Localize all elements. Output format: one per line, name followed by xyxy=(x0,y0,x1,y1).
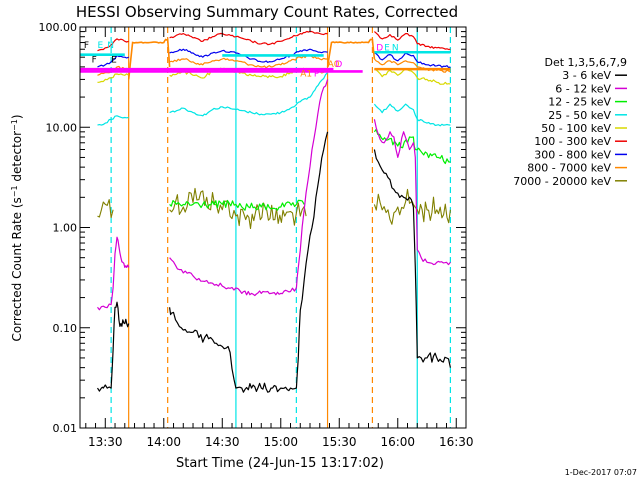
legend-label-800-7000-kev: 800 - 7000 keV xyxy=(527,162,611,175)
legend-label-3-6-kev: 3 - 6 keV xyxy=(562,69,611,82)
flag-label-2: E xyxy=(97,41,103,51)
chart-title: HESSI Observing Summary Count Rates, Cor… xyxy=(76,3,458,21)
series-line-3-6-kev-1 xyxy=(96,301,130,392)
series-line-25-50-kev-1 xyxy=(97,115,129,126)
legend-label-25-50-kev: 25 - 50 keV xyxy=(548,109,611,122)
x-axis-label: Start Time (24-Jun-15 13:17:02) xyxy=(176,456,384,471)
date-stamp: 1-Dec-2017 07:07 xyxy=(565,468,637,477)
legend-label-6-12-kev: 6 - 12 keV xyxy=(555,82,611,95)
legend-label-300-800-kev: 300 - 800 keV xyxy=(534,148,611,161)
series-6-12-kev xyxy=(97,79,451,311)
flag-label-9: D xyxy=(335,60,342,70)
series-line-50-100-kev-1 xyxy=(97,73,130,83)
series-line-7000-20000-kev-1 xyxy=(97,199,114,219)
series-line-3-6-kev-3 xyxy=(373,149,451,368)
y-axis-label-unit: detector xyxy=(10,131,24,186)
y-axis-label-exp: −1 xyxy=(10,185,19,197)
series-line-50-100-kev-3 xyxy=(374,68,451,85)
flag-label-1: F xyxy=(84,41,89,51)
series-line-100-300-kev-1 xyxy=(97,38,129,52)
y-axis-label-main: Corrected Count Rate (s xyxy=(10,197,24,341)
series-line-7000-20000-kev-2 xyxy=(169,187,307,230)
legend-title: Det 1,3,5,6,7,9 xyxy=(544,56,627,69)
series-line-300-800-kev-2 xyxy=(169,48,328,63)
series-3-6-kev xyxy=(96,131,451,393)
flag-label-6: A1 xyxy=(300,70,312,80)
y-tick-label-5: 100.00 xyxy=(39,21,78,34)
flag-label-8: A0 xyxy=(328,60,340,70)
series-line-12-25-kev-1 xyxy=(169,199,305,211)
flag-label-10: D xyxy=(376,44,383,54)
flag-label-5: E xyxy=(111,56,117,66)
series-100-300-kev xyxy=(97,30,451,52)
series-7000-20000-kev xyxy=(97,187,451,230)
x-tick-label-2: 14:00 xyxy=(146,435,181,449)
series-line-25-50-kev-2 xyxy=(169,72,329,117)
y-tick-label-4: 10.00 xyxy=(46,121,78,134)
y-tick-label-3: 1.00 xyxy=(53,222,78,235)
y-axis-label-exp2: −1 xyxy=(10,119,19,131)
x-tick-label-1: 13:30 xyxy=(88,435,123,449)
y-axis-label-close: ) xyxy=(10,114,24,119)
series-25-50-kev xyxy=(97,72,451,127)
series-line-7000-20000-kev-3 xyxy=(373,188,451,225)
legend-label-12-25-kev: 12 - 25 keV xyxy=(548,96,611,109)
series-line-3-6-kev-2 xyxy=(169,131,329,393)
flag-label-12: N xyxy=(392,44,399,54)
flag-label-7: P xyxy=(314,70,320,80)
attenuator-curve-2 xyxy=(326,38,376,68)
series-line-25-50-kev-3 xyxy=(373,103,451,127)
legend-label-100-300-kev: 100 - 300 keV xyxy=(534,135,611,148)
x-tick-label-6: 16:00 xyxy=(380,435,415,449)
series-line-300-800-kev-1 xyxy=(97,54,129,68)
x-tick-label-7: 16:30 xyxy=(439,435,474,449)
series-12-25-kev xyxy=(169,128,451,211)
flag-label-11: E xyxy=(384,44,390,54)
x-tick-label-4: 15:00 xyxy=(263,435,298,449)
series-line-6-12-kev-2 xyxy=(169,79,329,297)
series-line-6-12-kev-1 xyxy=(97,236,130,311)
series-line-6-12-kev-3 xyxy=(373,119,451,266)
series-line-300-800-kev-3 xyxy=(374,52,451,69)
legend-label-50-100-kev: 50 - 100 keV xyxy=(541,122,611,135)
legend-label-7000-20000-kev: 7000 - 20000 keV xyxy=(513,175,611,188)
attenuator-curve-1 xyxy=(127,38,171,80)
x-tick-label-5: 15:30 xyxy=(322,435,357,449)
series-line-100-300-kev-3 xyxy=(374,31,451,51)
flag-label-3: N xyxy=(107,41,114,51)
series-line-100-300-kev-2 xyxy=(169,30,328,46)
y-tick-label-2: 0.10 xyxy=(53,322,78,335)
flag-label-4: F xyxy=(92,56,97,66)
series-300-800-kev xyxy=(97,48,451,69)
axes: 0.01 0.10 1.00 10.00 100.00 13:30 14:00 14:30 15… xyxy=(39,21,474,449)
x-tick-label-3: 14:30 xyxy=(205,435,240,449)
series-line-800-7000-kev-2 xyxy=(169,54,328,69)
y-axis-label: Corrected Count Rate (s−1 detector−1) xyxy=(10,114,25,341)
series-line-12-25-kev-2 xyxy=(373,128,451,165)
y-tick-label-1: 0.01 xyxy=(53,422,78,435)
